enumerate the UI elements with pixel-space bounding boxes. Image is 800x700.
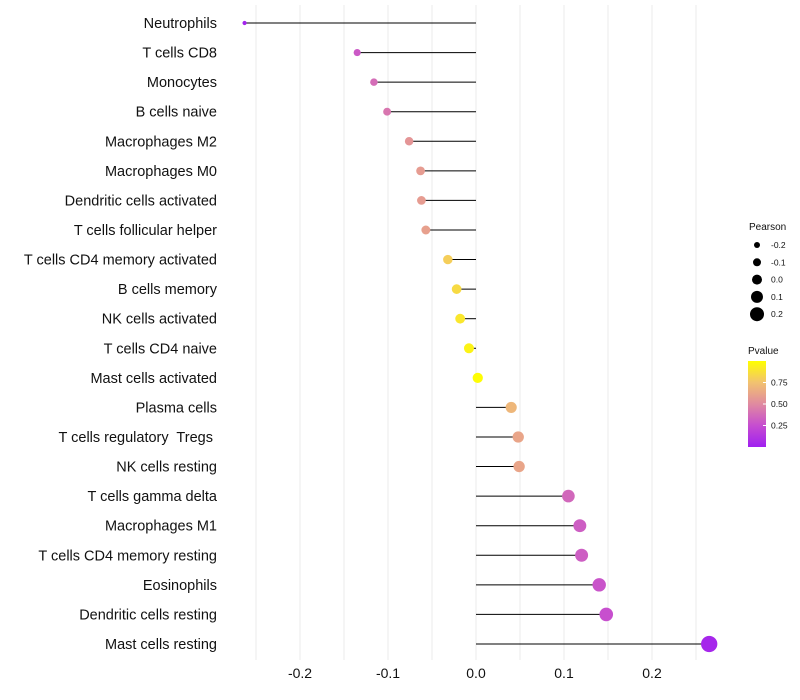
- colorbar-label: 0.50: [771, 399, 788, 409]
- lollipop-point: [417, 196, 426, 205]
- size-legend-label: 0.1: [771, 292, 783, 302]
- data-points: [242, 20, 718, 653]
- color-legend-title: Pvalue: [748, 346, 779, 357]
- lollipop-point: [451, 284, 462, 294]
- x-tick-label: -0.2: [288, 665, 312, 681]
- y-axis-label: T cells CD4 naive: [104, 341, 217, 357]
- y-axis-label: T cells follicular helper: [74, 223, 217, 239]
- lollipop-point: [505, 401, 517, 413]
- y-axis-label: Eosinophils: [143, 578, 217, 594]
- y-axis-labels: Neutrophils T cells CD8 Monocytes B cells n…: [24, 16, 218, 653]
- size-legend-label: 0.0: [771, 275, 783, 285]
- lollipop-point: [370, 78, 378, 86]
- size-legend: Pearson -0.2 -0.1 0.0 0.1 0.2: [749, 222, 786, 322]
- y-axis-label: Dendritic cells activated: [65, 193, 217, 209]
- lollipop-point: [562, 489, 575, 503]
- y-axis-label: T cells CD8: [142, 46, 217, 62]
- lollipop-point: [421, 225, 431, 235]
- size-legend-label: -0.2: [771, 240, 786, 250]
- y-axis-label: Macrophages M2: [105, 134, 217, 150]
- lollipop-point: [353, 49, 361, 57]
- y-axis-label: Mast cells activated: [90, 371, 217, 387]
- y-axis-label: T cells regulatory Tregs: [59, 430, 218, 446]
- lollipop-point: [701, 635, 718, 653]
- lollipop-point: [599, 607, 614, 622]
- colorbar-label: 0.25: [771, 421, 788, 431]
- lollipop-point: [512, 431, 524, 443]
- y-axis-label: T cells CD4 memory activated: [24, 253, 217, 269]
- color-legend: Pvalue 0.25 0.50 0.75: [748, 346, 788, 447]
- y-axis-label: T cells CD4 memory resting: [38, 548, 217, 564]
- stems: [244, 22, 710, 645]
- y-axis-label: B cells memory: [118, 282, 218, 298]
- colorbar: [748, 361, 766, 447]
- lollipop-point: [575, 548, 589, 562]
- size-legend-label: -0.1: [771, 257, 786, 267]
- size-legend-label: 0.2: [771, 309, 783, 319]
- y-axis-label: Macrophages M0: [105, 164, 217, 180]
- lollipop-point: [383, 107, 392, 116]
- y-axis-label: Plasma cells: [136, 400, 217, 416]
- y-axis-label: Monocytes: [147, 75, 217, 91]
- lollipop-point: [404, 137, 414, 146]
- y-axis-label: Mast cells resting: [105, 637, 217, 653]
- size-legend-key: [753, 258, 761, 267]
- y-axis-label: Neutrophils: [144, 16, 217, 32]
- lollipop-point: [443, 254, 453, 265]
- lollipop-point: [592, 578, 606, 592]
- x-tick-label: -0.1: [376, 665, 400, 681]
- lollipop-point: [472, 372, 483, 383]
- size-legend-key: [751, 290, 763, 303]
- lollipop-point: [573, 519, 587, 533]
- lollipop-point: [513, 460, 525, 473]
- x-tick-label: 0.0: [466, 665, 486, 681]
- size-legend-title: Pearson: [749, 222, 786, 233]
- size-legend-key: [750, 307, 764, 322]
- y-axis-label: Macrophages M1: [105, 519, 217, 535]
- size-legend-key: [752, 274, 762, 285]
- lollipop-point: [242, 20, 247, 26]
- lollipop-point: [416, 166, 425, 176]
- y-axis-label: NK cells resting: [116, 460, 217, 476]
- y-axis-label: Dendritic cells resting: [79, 607, 217, 623]
- x-tick-label: 0.1: [554, 665, 574, 681]
- gridlines: [255, 5, 697, 660]
- size-legend-key: [754, 242, 760, 248]
- lollipop-point: [463, 343, 474, 354]
- x-tick-label: 0.2: [642, 665, 662, 681]
- y-axis-label: NK cells activated: [102, 312, 217, 328]
- y-axis-label: T cells gamma delta: [88, 489, 218, 505]
- colorbar-label: 0.75: [771, 378, 788, 388]
- y-axis-label: B cells naive: [136, 105, 217, 121]
- lollipop-point: [455, 313, 466, 324]
- x-axis-tick-labels: -0.2 -0.1 0.0 0.1 0.2: [288, 665, 662, 681]
